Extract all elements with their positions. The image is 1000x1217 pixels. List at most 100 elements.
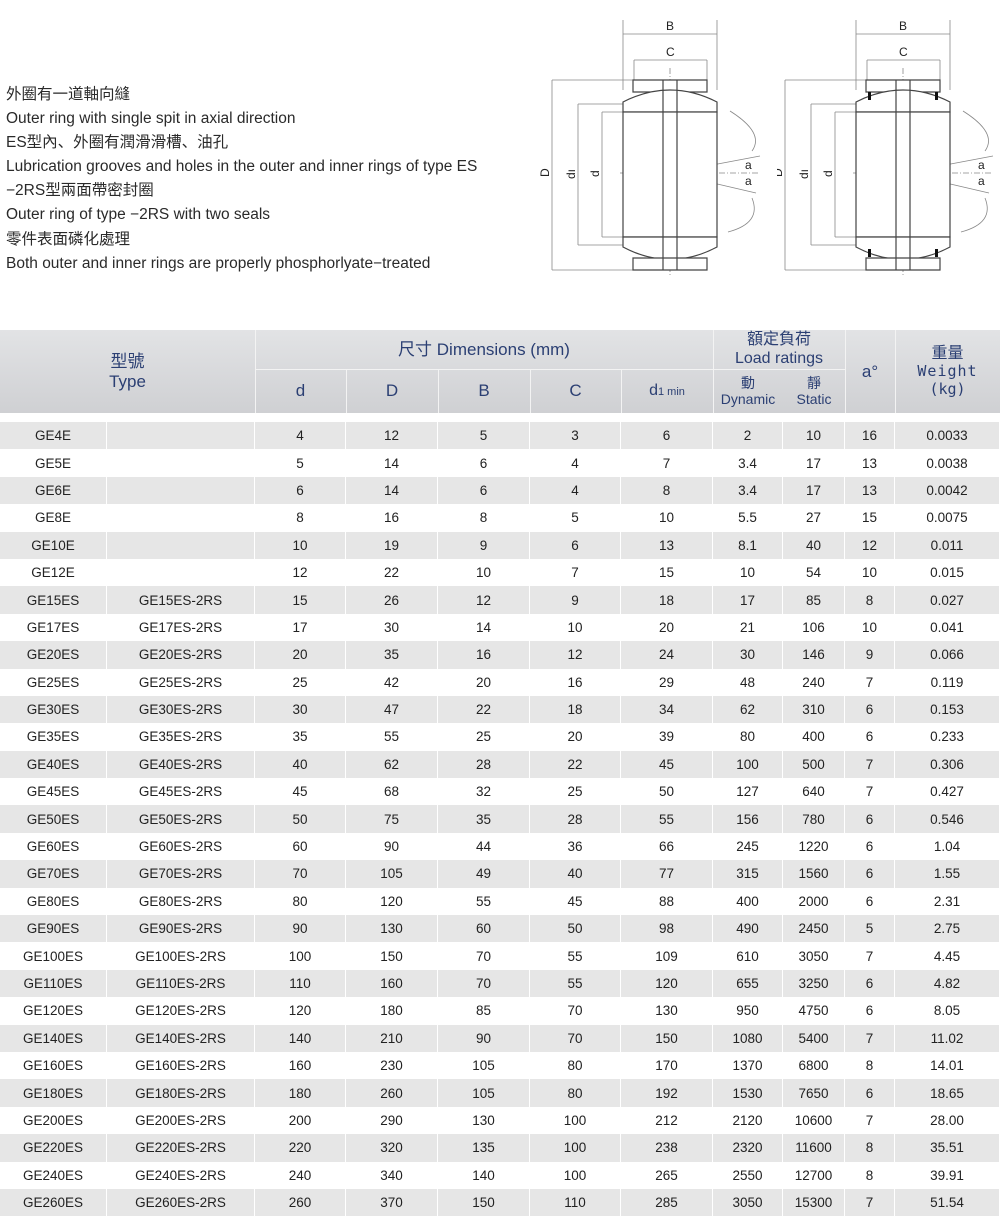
- cell-d1-min: 18: [621, 586, 713, 614]
- cell-D: 230: [346, 1051, 438, 1080]
- cell-angle: 12: [845, 531, 895, 559]
- note-line: Both outer and inner rings are properly …: [6, 254, 431, 272]
- cell-type: GE100ES: [0, 942, 107, 970]
- cell-C: 4: [530, 449, 621, 477]
- cell-B: 35: [438, 805, 530, 833]
- note-line: Lubrication grooves and holes in the out…: [6, 158, 478, 176]
- cell-type: GE5E: [0, 449, 107, 477]
- header-divider: [621, 369, 622, 413]
- cell-D: 120: [346, 887, 438, 916]
- cell-type-2rs: GE35ES-2RS: [107, 723, 255, 751]
- cell-B: 25: [438, 723, 530, 751]
- cell-D: 130: [346, 915, 438, 943]
- cell-B: 6: [438, 476, 530, 505]
- label-angle-a: a: [745, 158, 752, 172]
- cell-d: 90: [255, 915, 346, 943]
- cell-B: 28: [438, 750, 530, 779]
- cell-C: 55: [530, 969, 621, 998]
- cell-dynamic: 30: [713, 641, 783, 669]
- header-type-en: Type: [109, 371, 146, 391]
- cell-angle: 8: [845, 1134, 895, 1162]
- cell-d: 17: [255, 613, 346, 642]
- cell-D: 340: [346, 1161, 438, 1189]
- cell-type: GE110ES: [0, 969, 107, 998]
- cell-d1-min: 7: [621, 449, 713, 477]
- cell-d1-min: 285: [621, 1188, 713, 1217]
- cell-D: 180: [346, 997, 438, 1025]
- table-row: GE260ES GE260ES-2RS 260 370 150 110 285 3050 153…: [0, 1188, 1000, 1217]
- cell-static: 3250: [783, 969, 845, 998]
- table-row: GE40ES GE40ES-2RS 40 62 28 22 45 100 500 7 0.306: [0, 750, 1000, 779]
- table-row: GE60ES GE60ES-2RS 60 90 44 36 66 245 1220 6 1.04: [0, 832, 1000, 861]
- cell-C: 55: [530, 942, 621, 970]
- cell-d: 240: [255, 1161, 346, 1189]
- cell-B: 44: [438, 832, 530, 861]
- header-dynamic: 動 Dynamic: [713, 369, 783, 413]
- cell-dynamic: 1530: [713, 1079, 783, 1107]
- header-divider: [895, 330, 896, 413]
- cell-static: 106: [783, 613, 845, 642]
- cell-weight: 8.05: [895, 997, 1000, 1025]
- cell-weight: 0.119: [895, 668, 1000, 696]
- cell-d1-min: 8: [621, 476, 713, 505]
- cell-weight: 0.0042: [895, 476, 1000, 505]
- table-row: GE20ES GE20ES-2RS 20 35 16 12 24 30 146 9 0.066: [0, 641, 1000, 669]
- cell-weight: 2.75: [895, 915, 1000, 943]
- cell-type: GE17ES: [0, 613, 107, 642]
- cell-weight: 0.427: [895, 778, 1000, 806]
- cell-d1-min: 77: [621, 860, 713, 888]
- label-C: C: [899, 45, 908, 59]
- header-d1-sub: 1 min: [658, 386, 685, 399]
- cell-static: 1560: [783, 860, 845, 888]
- table-row: GE220ES GE220ES-2RS 220 320 135 100 238 2320 116…: [0, 1134, 1000, 1162]
- cell-weight: 0.546: [895, 805, 1000, 833]
- header-dynamic-en: Dynamic: [720, 391, 776, 407]
- cell-angle: 13: [845, 449, 895, 477]
- cell-D: 210: [346, 1024, 438, 1052]
- cell-type: GE80ES: [0, 887, 107, 916]
- cell-angle: 13: [845, 476, 895, 505]
- cell-B: 9: [438, 531, 530, 559]
- cell-C: 6: [530, 531, 621, 559]
- header-load-en: Load ratings: [734, 349, 824, 367]
- cell-angle: 7: [845, 668, 895, 696]
- spec-table-body: GE4E 4 12 5 3 6 2 10 16 0.0033 GE5E 5 14 6 4 7 3.4 17 13 0.…: [0, 422, 1000, 1217]
- table-row: GE6E 6 14 6 4 8 3.4 17 13 0.0042: [0, 476, 1000, 505]
- cell-type: GE12E: [0, 558, 107, 587]
- cell-d: 120: [255, 997, 346, 1025]
- cell-dynamic: 1080: [713, 1024, 783, 1052]
- cell-type: GE120ES: [0, 997, 107, 1025]
- cell-d1-min: 192: [621, 1079, 713, 1107]
- label-d1: dı: [564, 169, 578, 179]
- cell-angle: 7: [845, 1106, 895, 1135]
- table-row: GE90ES GE90ES-2RS 90 130 60 50 98 490 2450 5 2.75: [0, 915, 1000, 943]
- cell-d: 4: [255, 422, 346, 450]
- cell-type-2rs: GE240ES-2RS: [107, 1161, 255, 1189]
- cell-d: 20: [255, 641, 346, 669]
- cell-weight: 39.91: [895, 1161, 1000, 1189]
- header-dimensions: 尺寸 Dimensions (mm): [398, 339, 570, 359]
- cell-angle: 6: [845, 997, 895, 1025]
- table-row: GE240ES GE240ES-2RS 240 340 140 100 265 2550 127…: [0, 1161, 1000, 1189]
- table-row: GE160ES GE160ES-2RS 160 230 105 80 170 1370 6800…: [0, 1051, 1000, 1080]
- header-weight-unit: (kg): [929, 379, 966, 398]
- table-row: GE15ES GE15ES-2RS 15 26 12 9 18 17 85 8 0.027: [0, 586, 1000, 614]
- table-row: GE17ES GE17ES-2RS 17 30 14 10 20 21 106 10 0.041: [0, 613, 1000, 642]
- cell-type-2rs: GE260ES-2RS: [107, 1188, 255, 1217]
- cell-dynamic: 655: [713, 969, 783, 998]
- cell-angle: 5: [845, 915, 895, 943]
- cell-B: 32: [438, 778, 530, 806]
- cell-static: 54: [783, 558, 845, 587]
- cell-D: 68: [346, 778, 438, 806]
- cell-d: 160: [255, 1051, 346, 1080]
- cell-static: 500: [783, 750, 845, 779]
- cell-type-2rs: GE70ES-2RS: [107, 860, 255, 888]
- cell-B: 130: [438, 1106, 530, 1135]
- label-d1: dı: [797, 169, 811, 179]
- cell-static: 146: [783, 641, 845, 669]
- cell-B: 12: [438, 586, 530, 614]
- cell-weight: 51.54: [895, 1188, 1000, 1217]
- cell-d: 15: [255, 586, 346, 614]
- cell-C: 110: [530, 1188, 621, 1217]
- cell-B: 8: [438, 504, 530, 532]
